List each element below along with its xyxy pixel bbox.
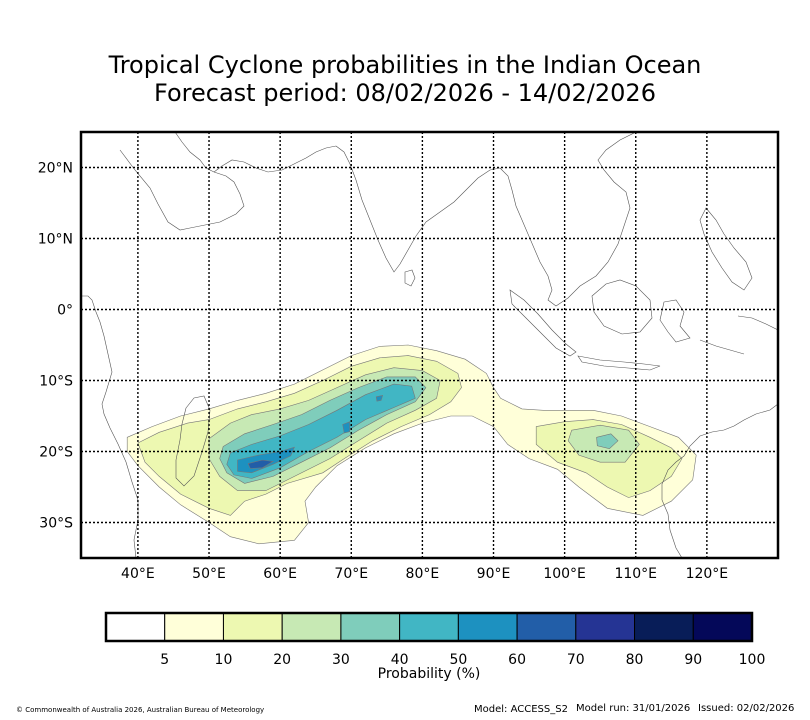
colorbar-tick-label: 90 bbox=[684, 652, 702, 668]
model-text: Model: ACCESS_S2 bbox=[474, 704, 568, 715]
colorbar-swatch bbox=[692, 612, 753, 642]
colorbar-swatch bbox=[575, 612, 636, 642]
colorbar-swatch bbox=[105, 612, 166, 642]
colorbar-tick-label: 70 bbox=[567, 652, 585, 668]
map-frame bbox=[79, 130, 780, 560]
lat-tick-label: 20°N bbox=[38, 161, 73, 177]
lon-tick-label: 90°E bbox=[477, 566, 511, 582]
colorbar-tick-label: 50 bbox=[449, 652, 467, 668]
lon-tick-label: 50°E bbox=[192, 566, 226, 582]
issued-text: Issued: 02/02/2026 bbox=[698, 703, 795, 714]
prob-region-50-2 bbox=[375, 394, 384, 402]
lon-tick-label: 80°E bbox=[406, 566, 440, 582]
prob-region-60-0 bbox=[247, 459, 274, 469]
coastline-sri-lanka bbox=[404, 269, 416, 287]
lon-tick-label: 110°E bbox=[614, 566, 657, 582]
colorbar-tick-label: 100 bbox=[739, 652, 766, 668]
coastline-india bbox=[335, 145, 501, 273]
lon-tick-label: 60°E bbox=[263, 566, 297, 582]
colorbar-tick-label: 30 bbox=[332, 652, 350, 668]
title-line-2: Forecast period: 08/02/2026 - 14/02/2026 bbox=[154, 79, 656, 107]
lon-tick-label: 40°E bbox=[121, 566, 155, 582]
probability-regions bbox=[126, 344, 697, 545]
colorbar-frame bbox=[104, 611, 754, 643]
lat-tick-label: 30°S bbox=[39, 516, 73, 532]
lat-tick-label: 0° bbox=[57, 303, 73, 319]
latitude-ticks: 20°N 10°N 0° 10°S 20°S 30°S bbox=[38, 161, 73, 532]
colorbar-swatch bbox=[281, 612, 342, 642]
copyright-text: © Commonwealth of Australia 2026, Austra… bbox=[16, 706, 265, 714]
lon-tick-label: 120°E bbox=[686, 566, 729, 582]
lat-tick-label: 10°N bbox=[38, 232, 73, 248]
colorbar-swatch bbox=[516, 612, 577, 642]
coastline-sumatra-java bbox=[509, 289, 661, 371]
lon-tick-label: 100°E bbox=[543, 566, 586, 582]
colorbar-swatch bbox=[457, 612, 518, 642]
colorbar-tick-label: 20 bbox=[273, 652, 291, 668]
colorbar-swatch bbox=[634, 612, 694, 642]
longitude-ticks: 40°E 50°E 60°E 70°E 80°E 90°E 100°E 110°E 120°E bbox=[121, 566, 728, 582]
coastline-madagascar bbox=[175, 395, 211, 487]
colorbar-swatch bbox=[222, 612, 283, 642]
colorbar-tick-label: 10 bbox=[215, 652, 233, 668]
colorbar-label: Probability (%) bbox=[378, 666, 481, 682]
lat-tick-label: 20°S bbox=[39, 445, 73, 461]
colorbar-tick-label: 40 bbox=[391, 652, 409, 668]
coastline-philippines bbox=[699, 207, 753, 291]
colorbar-swatch bbox=[399, 612, 459, 642]
coastline-red-sea-arabia bbox=[119, 132, 245, 231]
prob-region-5-0 bbox=[126, 344, 697, 545]
colorbar-swatch bbox=[164, 612, 224, 642]
colorbar-tick-label: 80 bbox=[626, 652, 644, 668]
colorbar: 5 10 20 30 40 50 60 70 80 90 100 Probability (%) bbox=[104, 611, 766, 682]
title-line-1: Tropical Cyclone probabilities in the In… bbox=[108, 51, 702, 79]
colorbar-swatch bbox=[340, 612, 401, 642]
colorbar-tick-label: 60 bbox=[508, 652, 526, 668]
prob-region-50-1 bbox=[342, 421, 351, 434]
coastline-southeast-asia bbox=[499, 132, 637, 307]
model-run-text: Model run: 31/01/2026 bbox=[576, 703, 691, 714]
lon-tick-label: 70°E bbox=[334, 566, 368, 582]
prob-region-30-1 bbox=[596, 433, 619, 450]
coastline-new-guinea bbox=[699, 315, 778, 355]
coastline-borneo-sulawesi bbox=[591, 279, 691, 343]
colorbar-tick-label: 5 bbox=[160, 652, 169, 668]
coastline-persian-gulf bbox=[213, 145, 337, 173]
graticule bbox=[81, 132, 778, 558]
lat-tick-label: 10°S bbox=[39, 374, 73, 390]
